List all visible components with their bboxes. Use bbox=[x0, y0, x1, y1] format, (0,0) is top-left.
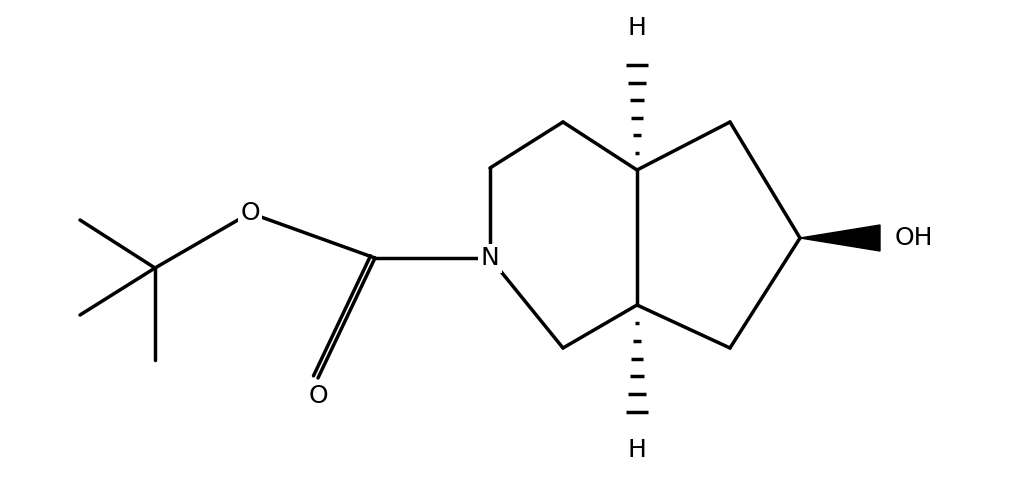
Text: O: O bbox=[240, 201, 260, 225]
Polygon shape bbox=[800, 225, 880, 251]
Text: H: H bbox=[628, 16, 646, 40]
Text: H: H bbox=[628, 438, 646, 462]
Text: N: N bbox=[480, 246, 499, 270]
Text: O: O bbox=[308, 384, 328, 408]
Text: OH: OH bbox=[895, 226, 933, 250]
